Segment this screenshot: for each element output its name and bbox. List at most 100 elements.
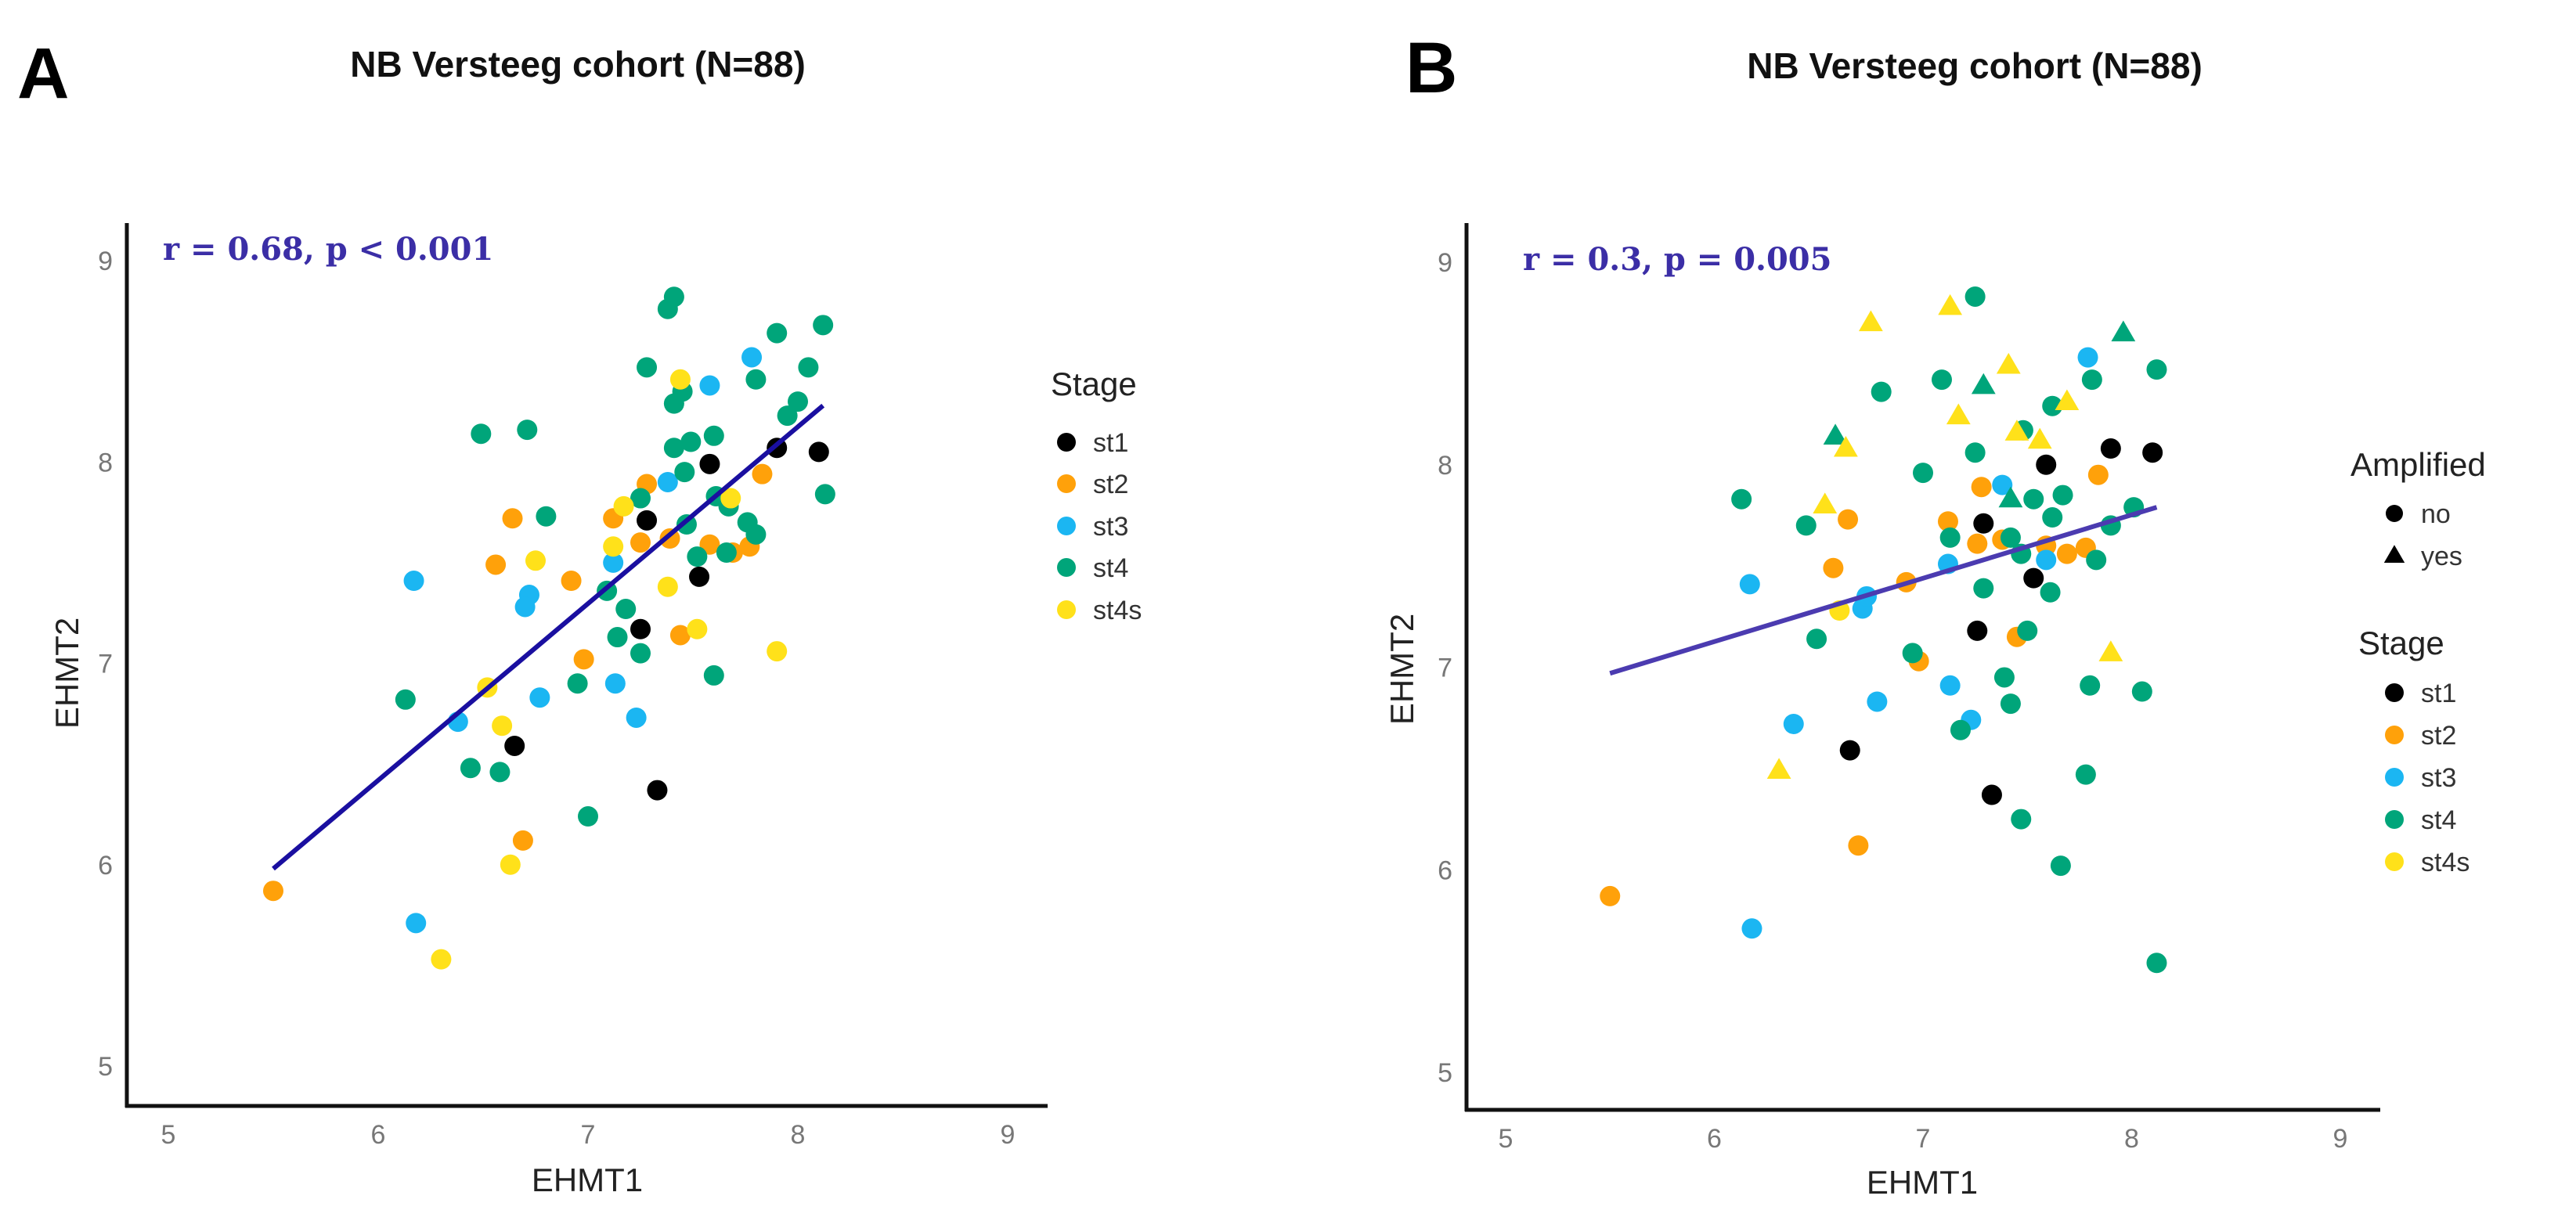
data-point-st4	[460, 758, 481, 779]
data-point-st2	[699, 534, 720, 555]
data-point-st4	[2081, 369, 2102, 391]
x-tick-label: 9	[2333, 1124, 2348, 1154]
data-point-st4	[767, 322, 788, 344]
axis-ticks-b: 5 6 7 8 9 5 6 7 8 9	[1438, 223, 2380, 1154]
data-point-st3	[604, 673, 626, 694]
data-point-st4	[2000, 693, 2021, 715]
data-point-st1	[637, 510, 658, 531]
data-point-st4	[2017, 620, 2038, 641]
x-tick-label: 5	[161, 1120, 176, 1150]
data-point-st2	[1971, 477, 1992, 498]
data-point-st4	[2042, 395, 2063, 416]
data-point-st4	[517, 420, 538, 441]
data-point-triangle-st4	[2111, 320, 2136, 342]
data-point-st4	[615, 599, 637, 620]
x-tick-label: 8	[2124, 1124, 2139, 1154]
legend-key-yes	[2383, 545, 2405, 563]
chart-title-a: NB Versteeg cohort (N=88)	[350, 44, 806, 85]
data-point-st1	[504, 735, 525, 756]
data-point-st4	[2011, 809, 2032, 830]
data-point-st3	[406, 913, 427, 934]
data-point-st3	[657, 471, 678, 492]
data-point-st4	[1871, 381, 1892, 402]
y-tick-label: 5	[1438, 1058, 1452, 1088]
data-point-st4	[630, 488, 651, 509]
data-point-st4	[788, 391, 808, 412]
data-point-st4	[395, 689, 416, 710]
data-point-st2	[1823, 557, 1844, 578]
y-tick-label: 9	[1438, 248, 1452, 278]
legend-label-st1: st1	[2421, 679, 2456, 708]
data-point-st4	[745, 524, 767, 545]
data-point-st2	[752, 463, 773, 484]
data-point-st1	[647, 780, 668, 801]
data-point-st4	[1806, 629, 1827, 650]
data-point-st4	[607, 627, 628, 648]
data-point-st4	[2131, 681, 2152, 702]
legend-label-st4s: st4s	[1093, 596, 1142, 625]
legend-key-st4	[1057, 558, 1076, 577]
data-point-triangle-st4s	[1833, 435, 1858, 457]
data-point-triangle-st4s	[2098, 640, 2123, 661]
data-point-st4s	[525, 550, 546, 571]
data-point-st4	[687, 546, 708, 567]
data-point-st2	[1848, 835, 1869, 856]
data-point-st1	[699, 453, 720, 474]
legend-label-yes: yes	[2421, 542, 2462, 571]
data-point-st2	[561, 571, 582, 592]
legend-key-st3	[2385, 768, 2404, 787]
plot-marks-a	[263, 286, 835, 970]
data-point-st2	[1600, 885, 1621, 906]
legend-label-st4s: st4s	[2421, 848, 2470, 877]
legend-label-st1: st1	[1093, 428, 1128, 458]
legend-title-stage-a: Stage	[1051, 366, 1137, 402]
data-point-st4	[716, 542, 737, 564]
data-point-st4	[1993, 667, 2015, 688]
data-point-st2	[2087, 464, 2109, 485]
x-tick-label: 7	[581, 1120, 596, 1150]
data-point-st1	[1839, 740, 1860, 761]
data-point-st4	[2023, 488, 2044, 510]
legend-label-st4: st4	[1093, 553, 1128, 583]
data-point-st2	[485, 554, 507, 575]
data-point-st4	[1973, 578, 1994, 599]
legend-key-st4s	[2385, 852, 2404, 871]
data-point-st1	[630, 618, 651, 639]
data-point-st1	[1967, 620, 1988, 641]
data-point-st3	[1867, 691, 1888, 712]
data-point-st3	[626, 707, 647, 728]
data-point-triangle-st4s	[1996, 352, 2021, 374]
data-point-st3	[603, 552, 624, 573]
legend-key-st1	[1057, 433, 1076, 452]
data-point-st1	[1973, 513, 1994, 534]
data-point-st4	[2000, 527, 2021, 548]
data-point-st2	[512, 830, 533, 851]
data-point-st4s	[767, 641, 788, 662]
y-tick-label: 8	[1438, 451, 1452, 481]
data-point-st4	[578, 806, 598, 827]
legend-key-st4s	[1057, 600, 1076, 619]
data-point-st3	[1739, 574, 1760, 595]
data-point-st4	[2052, 484, 2073, 506]
data-point-st4	[798, 357, 819, 378]
data-point-st1	[2142, 442, 2163, 463]
legend-title-stage-b: Stage	[2358, 625, 2444, 661]
data-point-st3	[741, 347, 763, 368]
data-point-st4	[2075, 764, 2096, 785]
data-point-triangle-st4s	[2027, 427, 2052, 449]
x-tick-label: 7	[1916, 1124, 1931, 1154]
data-point-st4	[703, 665, 724, 686]
data-point-st4	[676, 513, 697, 535]
data-point-st4	[2050, 855, 2071, 877]
data-point-st4s	[720, 488, 741, 509]
correlation-annotation-b: r = 0.3, p = 0.005	[1523, 241, 1831, 278]
legend-label-st3: st3	[2421, 763, 2456, 793]
data-point-st4	[777, 405, 798, 427]
data-point-triangle-st4	[1823, 423, 1848, 445]
data-point-triangle-st4s	[1938, 294, 1963, 315]
data-point-st4	[1964, 442, 1986, 463]
panel-label-b: B	[1405, 28, 1457, 108]
data-point-st1	[689, 566, 710, 587]
data-point-st4	[637, 357, 658, 378]
